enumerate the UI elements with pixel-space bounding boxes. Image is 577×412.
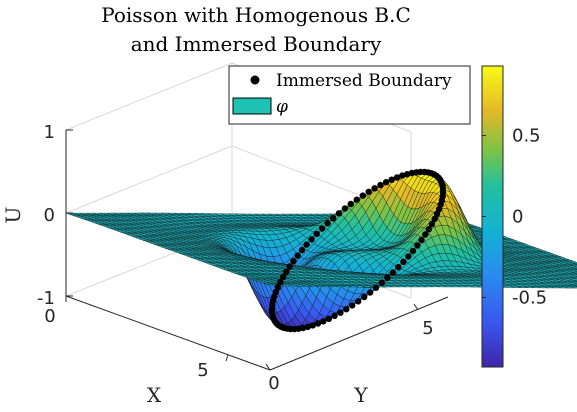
boundary-point xyxy=(294,252,300,258)
z-axis-label: U xyxy=(1,207,25,224)
boundary-point xyxy=(371,185,377,191)
boundary-point xyxy=(418,237,424,243)
boundary-point xyxy=(389,177,395,183)
boundary-point xyxy=(303,241,309,247)
boundary-point xyxy=(395,264,401,270)
legend-entry-phi: φ xyxy=(276,97,288,117)
boundary-point xyxy=(405,253,411,259)
x-tick-label: 5 xyxy=(197,360,208,381)
boundary-point xyxy=(379,280,385,286)
boundary-point xyxy=(355,298,361,304)
y-tick-label: 0 xyxy=(268,373,279,394)
legend-marker-dot xyxy=(251,76,260,85)
colorbar-tick-label: 0.5 xyxy=(512,126,541,147)
boundary-point xyxy=(324,220,330,226)
boundary-point xyxy=(343,306,349,312)
y-tick-label: 5 xyxy=(422,318,433,339)
boundary-point xyxy=(422,231,428,237)
boundary-point xyxy=(410,248,416,254)
x-tick-label: 0 xyxy=(44,306,55,327)
boundary-point xyxy=(290,258,296,264)
boundary-point xyxy=(390,269,396,275)
boundary-point xyxy=(326,316,332,322)
boundary-point xyxy=(320,318,326,324)
colorbar: 0.5 0 -0.5 xyxy=(482,66,547,367)
boundary-point xyxy=(331,313,337,319)
boundary-point xyxy=(299,247,305,253)
chart-title-line1: Poisson with Homogenous B.C xyxy=(101,3,411,27)
boundary-point xyxy=(314,231,320,237)
z-tick-label: 1 xyxy=(44,122,55,143)
boundary-point xyxy=(330,215,336,221)
boundary-point xyxy=(319,225,325,231)
legend-entry-boundary: Immersed Boundary xyxy=(276,71,452,91)
colorbar-tick-label: -0.5 xyxy=(512,287,547,308)
x-axis: 0 5 X xyxy=(44,296,228,407)
boundary-point xyxy=(348,201,354,207)
chart-title-line2: and Immersed Boundary xyxy=(131,32,382,56)
boundary-point xyxy=(349,302,355,308)
boundary-point xyxy=(373,285,379,291)
boundary-point xyxy=(360,192,366,198)
boundary-point xyxy=(337,310,343,316)
boundary-point xyxy=(383,179,389,185)
boundary-point xyxy=(342,205,348,211)
boundary-point xyxy=(361,294,367,300)
boundary-point xyxy=(366,189,372,195)
boundary-point xyxy=(377,182,383,188)
x-axis-label: X xyxy=(147,383,162,407)
legend-patch xyxy=(233,98,271,114)
boundary-point xyxy=(367,289,373,295)
boundary-point xyxy=(354,197,360,203)
z-axis: 1 0 -1 U xyxy=(1,122,73,309)
boundary-point xyxy=(308,236,314,242)
boundary-point xyxy=(287,263,293,269)
boundary-point xyxy=(384,275,390,281)
boundary-point xyxy=(414,242,420,248)
y-axis-label: Y xyxy=(353,383,368,407)
boundary-point xyxy=(336,210,342,216)
legend: Immersed Boundary φ xyxy=(229,66,470,124)
boundary-point xyxy=(400,259,406,265)
z-tick-label: 0 xyxy=(44,205,55,226)
colorbar-tick-label: 0 xyxy=(512,207,523,228)
